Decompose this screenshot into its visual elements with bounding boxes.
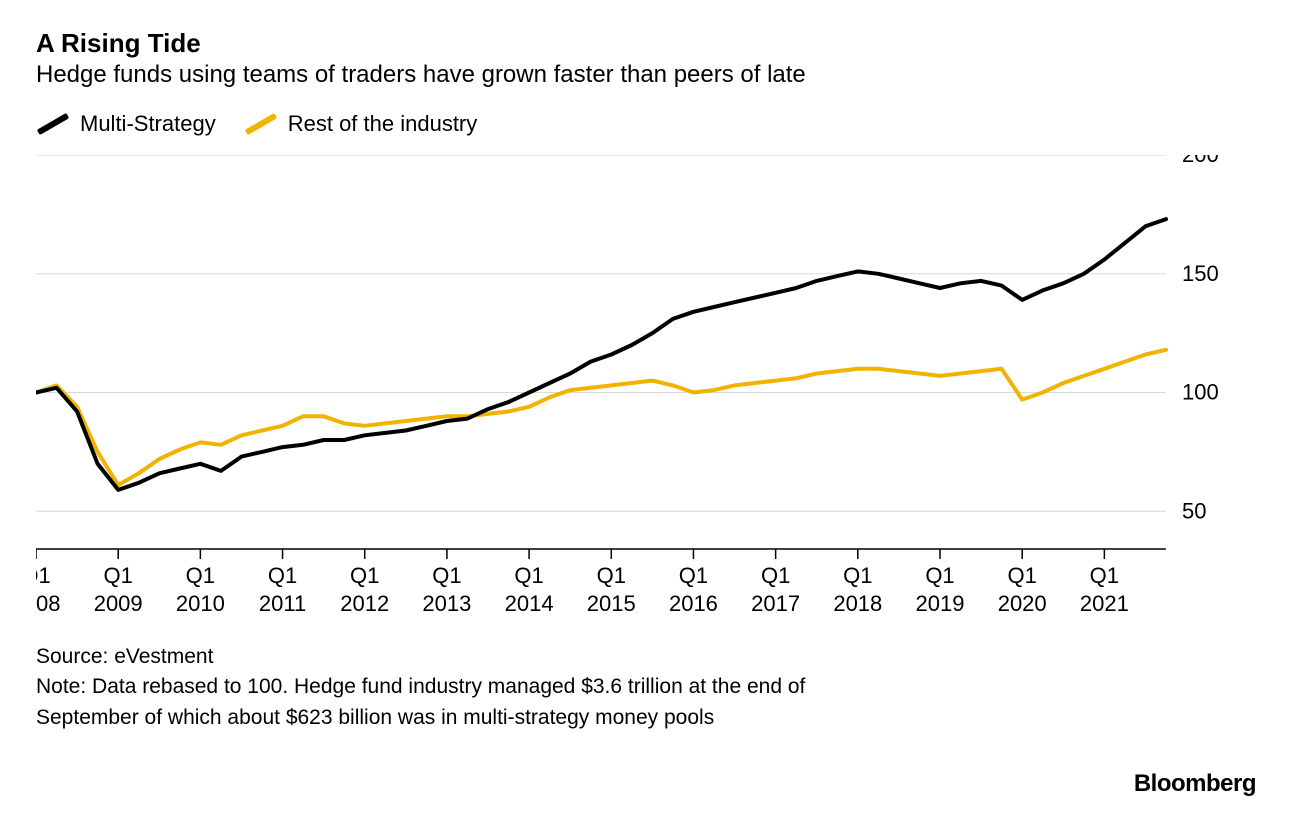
svg-text:2021: 2021 [1080, 591, 1129, 616]
svg-text:Q1: Q1 [1008, 563, 1037, 588]
svg-text:Q1: Q1 [925, 563, 954, 588]
svg-text:100: 100 [1182, 380, 1219, 405]
svg-text:Q1: Q1 [514, 563, 543, 588]
chart-title: A Rising Tide [36, 28, 1256, 59]
legend: Multi-Strategy Rest of the industry [36, 111, 1256, 137]
svg-text:Q1: Q1 [268, 563, 297, 588]
chart-card: A Rising Tide Hedge funds using teams of… [0, 0, 1292, 824]
svg-text:Q1: Q1 [843, 563, 872, 588]
chart-footer: Source: eVestment Note: Data rebased to … [36, 642, 1256, 733]
svg-text:2012: 2012 [340, 591, 389, 616]
note-line: Note: Data rebased to 100. Hedge fund in… [36, 672, 856, 733]
svg-text:Q1: Q1 [36, 563, 51, 588]
svg-text:150: 150 [1182, 261, 1219, 286]
legend-label: Rest of the industry [288, 111, 478, 137]
svg-text:2014: 2014 [505, 591, 554, 616]
svg-text:2015: 2015 [587, 591, 636, 616]
svg-text:2016: 2016 [669, 591, 718, 616]
legend-swatch [37, 113, 69, 135]
svg-text:Q1: Q1 [597, 563, 626, 588]
svg-text:2019: 2019 [916, 591, 965, 616]
svg-text:2017: 2017 [751, 591, 800, 616]
svg-text:Q1: Q1 [432, 563, 461, 588]
legend-swatch [244, 113, 276, 135]
svg-text:Q1: Q1 [186, 563, 215, 588]
source-line: Source: eVestment [36, 642, 1256, 672]
chart-subtitle: Hedge funds using teams of traders have … [36, 61, 1256, 89]
svg-text:Q1: Q1 [1090, 563, 1119, 588]
legend-item: Rest of the industry [244, 111, 478, 137]
svg-text:Q1: Q1 [679, 563, 708, 588]
legend-item: Multi-Strategy [36, 111, 216, 137]
svg-text:Q1: Q1 [350, 563, 379, 588]
svg-text:2008: 2008 [36, 591, 60, 616]
svg-text:2010: 2010 [176, 591, 225, 616]
svg-text:50: 50 [1182, 498, 1206, 523]
svg-text:Q1: Q1 [761, 563, 790, 588]
svg-text:Q1: Q1 [104, 563, 133, 588]
svg-text:2011: 2011 [259, 591, 306, 616]
legend-label: Multi-Strategy [80, 111, 216, 137]
svg-text:2009: 2009 [94, 591, 143, 616]
chart-plot: 50 100 150 200 Q1 2008 Q1 2009 Q1 2010 Q1 2011 Q1 201… [36, 155, 1256, 624]
line-chart-svg: 50 100 150 200 Q1 2008 Q1 2009 Q1 2010 Q1 2011 Q1 201… [36, 155, 1230, 619]
svg-text:2020: 2020 [998, 591, 1047, 616]
svg-text:2013: 2013 [422, 591, 471, 616]
svg-text:2018: 2018 [833, 591, 882, 616]
brand-wordmark: Bloomberg [1134, 770, 1256, 798]
svg-text:200: 200 [1182, 155, 1219, 167]
